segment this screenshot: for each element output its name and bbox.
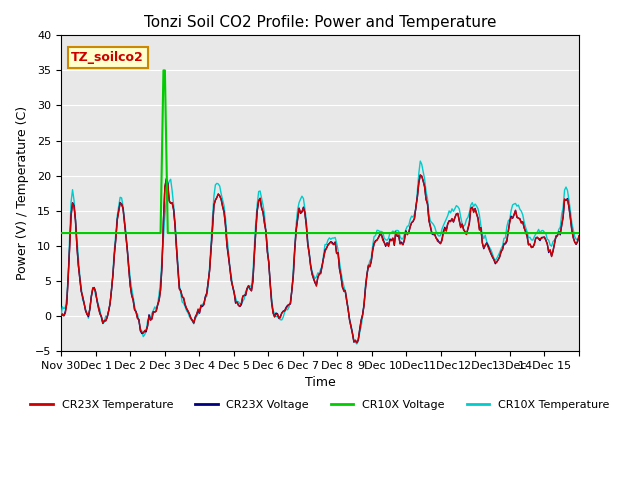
Legend: CR23X Temperature, CR23X Voltage, CR10X Voltage, CR10X Temperature: CR23X Temperature, CR23X Voltage, CR10X … [26, 396, 614, 415]
X-axis label: Time: Time [305, 376, 335, 389]
Y-axis label: Power (V) / Temperature (C): Power (V) / Temperature (C) [17, 106, 29, 280]
Text: TZ_soilco2: TZ_soilco2 [72, 51, 144, 64]
Title: Tonzi Soil CO2 Profile: Power and Temperature: Tonzi Soil CO2 Profile: Power and Temper… [144, 15, 496, 30]
